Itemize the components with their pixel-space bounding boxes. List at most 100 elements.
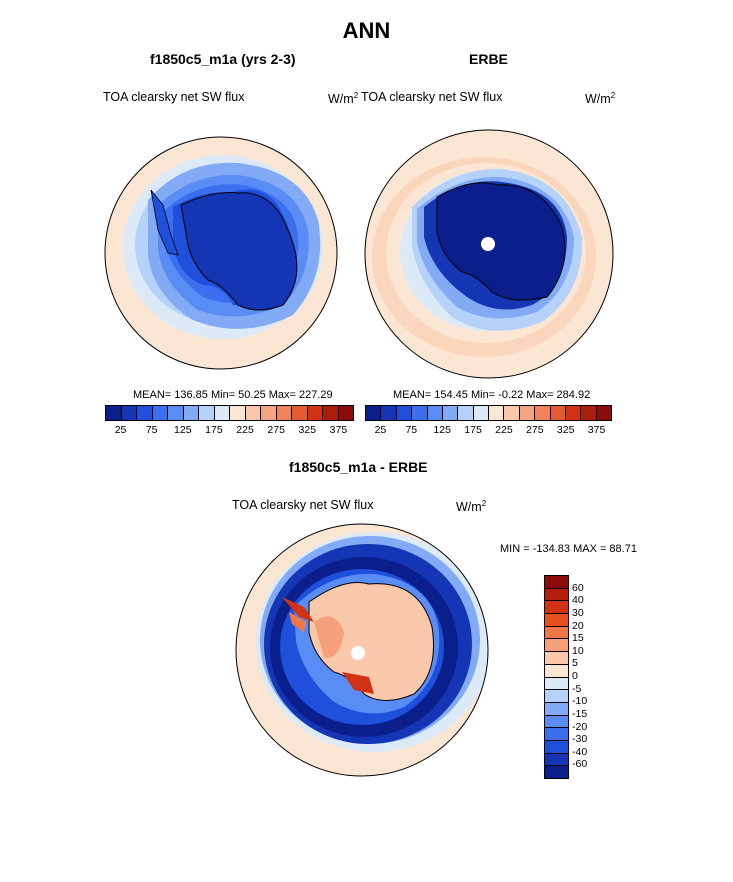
colorbar-swatch	[545, 601, 568, 615]
colorbar-swatch	[545, 728, 568, 741]
colorbar-tick-label: 25	[374, 424, 387, 436]
colorbar-swatch	[230, 406, 246, 420]
colorbar-swatch	[183, 406, 199, 420]
diff-colorbar	[544, 575, 569, 779]
colorbar-swatch	[427, 406, 443, 420]
colorbar-swatch	[545, 664, 568, 678]
colorbar-tick-label: 125	[174, 424, 192, 436]
colorbar-tick-label: 125	[433, 424, 451, 436]
colorbar-tick-label: 325	[556, 424, 575, 436]
colorbar-swatch	[214, 406, 230, 420]
colorbar-tick-label: 175	[205, 424, 223, 436]
colorbar-swatch	[396, 406, 413, 420]
colorbar-swatch	[381, 406, 397, 420]
colorbar-level-label: 15	[572, 632, 584, 645]
colorbar-level-label: -15	[572, 707, 588, 720]
colorbar-swatch	[199, 406, 215, 420]
colorbar-swatch	[545, 753, 568, 767]
colorbar-swatch	[545, 766, 568, 778]
colorbar-swatch	[366, 406, 382, 420]
colorbar-swatch	[412, 406, 428, 420]
colorbar-swatch	[106, 406, 122, 420]
model-colorbar-ticks: 25 75 125 175 225 275 325 375	[105, 424, 354, 438]
colorbar-swatch	[261, 406, 277, 420]
colorbar-tick-label: 275	[526, 424, 544, 436]
colorbar-tick-label: 375	[587, 424, 606, 436]
colorbar-tick-label: 75	[145, 424, 158, 436]
colorbar-swatch	[168, 406, 184, 420]
colorbar-swatch	[519, 406, 536, 420]
colorbar-swatch	[292, 406, 308, 420]
colorbar-tick-label: 325	[298, 424, 317, 436]
obs-variable-label: TOA clearsky net SW flux	[361, 90, 503, 104]
obs-subtitle: ERBE	[469, 51, 508, 67]
colorbar-tick-label: 75	[405, 424, 418, 436]
colorbar-level-label: 0	[572, 670, 578, 682]
model-stats: MEAN= 136.85 Min= 50.25 Max= 227.29	[133, 389, 333, 401]
colorbar-swatch	[545, 576, 568, 589]
colorbar-level-label: -60	[572, 758, 588, 771]
colorbar-level-label: 60	[572, 581, 584, 594]
page-title: ANN	[342, 18, 391, 43]
colorbar-swatch	[596, 406, 611, 420]
colorbar-level-label: -5	[572, 682, 582, 695]
colorbar-tick-label: 275	[267, 424, 285, 436]
colorbar-swatch	[458, 406, 474, 420]
colorbar-swatch	[152, 406, 168, 420]
colorbar-level-label: 30	[572, 606, 584, 619]
colorbar-tick-label: 25	[114, 424, 127, 436]
colorbar-level-label: -20	[572, 720, 588, 733]
obs-stats: MEAN= 154.45 Min= -0.22 Max= 284.92	[393, 389, 591, 401]
colorbar-swatch	[535, 406, 551, 420]
obs-polar-map	[364, 129, 614, 379]
diff-colorbar-labels: 60 40 30 20 15 10 5 0 -5 -10 -15 -20 -30 -40 -60	[572, 575, 612, 779]
colorbar-swatch	[545, 639, 568, 653]
colorbar-swatch	[276, 406, 292, 420]
colorbar-swatch	[121, 406, 137, 420]
obs-colorbar-ticks: 25 75 125 175 225 275 325 375	[365, 424, 612, 438]
colorbar-swatch	[338, 406, 353, 420]
diff-units: W/m2	[456, 499, 487, 515]
colorbar-level-label: 5	[572, 657, 578, 670]
colorbar-swatch	[473, 406, 489, 420]
diff-subtitle: f1850c5_m1a - ERBE	[289, 459, 428, 475]
colorbar-level-label: -30	[572, 733, 588, 746]
colorbar-level-label: -40	[572, 745, 588, 758]
colorbar-swatch	[545, 702, 568, 716]
colorbar-swatch	[545, 690, 568, 703]
colorbar-swatch	[137, 406, 153, 420]
diff-polar-map	[235, 523, 489, 777]
colorbar-tick-label: 225	[236, 424, 254, 436]
colorbar-swatch	[545, 588, 568, 602]
colorbar-swatch	[545, 626, 568, 640]
diff-minmax: MIN = -134.83 MAX = 88.71	[500, 543, 637, 555]
colorbar-swatch	[442, 406, 459, 420]
model-colorbar	[105, 405, 354, 421]
obs-colorbar	[365, 405, 612, 421]
model-variable-label: TOA clearsky net SW flux	[103, 90, 245, 104]
colorbar-swatch	[550, 406, 566, 420]
colorbar-level-label: 10	[572, 644, 584, 657]
model-units: W/m2	[328, 91, 359, 107]
colorbar-swatch	[545, 740, 568, 754]
colorbar-tick-label: 225	[495, 424, 513, 436]
obs-units: W/m2	[585, 91, 616, 107]
colorbar-swatch	[545, 677, 568, 691]
colorbar-swatch	[489, 406, 505, 420]
colorbar-swatch	[565, 406, 582, 420]
colorbar-level-label: -10	[572, 695, 588, 708]
colorbar-swatch	[504, 406, 520, 420]
colorbar-level-label: 20	[572, 619, 584, 632]
colorbar-swatch	[545, 614, 568, 627]
diff-variable-label: TOA clearsky net SW flux	[232, 498, 374, 512]
colorbar-swatch	[245, 406, 261, 420]
colorbar-level-label: 40	[572, 594, 584, 607]
colorbar-swatch	[545, 652, 568, 665]
model-polar-map	[104, 136, 338, 370]
colorbar-swatch	[545, 715, 568, 729]
model-subtitle: f1850c5_m1a (yrs 2-3)	[150, 51, 296, 67]
colorbar-tick-label: 175	[464, 424, 482, 436]
colorbar-swatch	[581, 406, 597, 420]
colorbar-swatch	[307, 406, 323, 420]
colorbar-tick-label: 375	[329, 424, 348, 436]
